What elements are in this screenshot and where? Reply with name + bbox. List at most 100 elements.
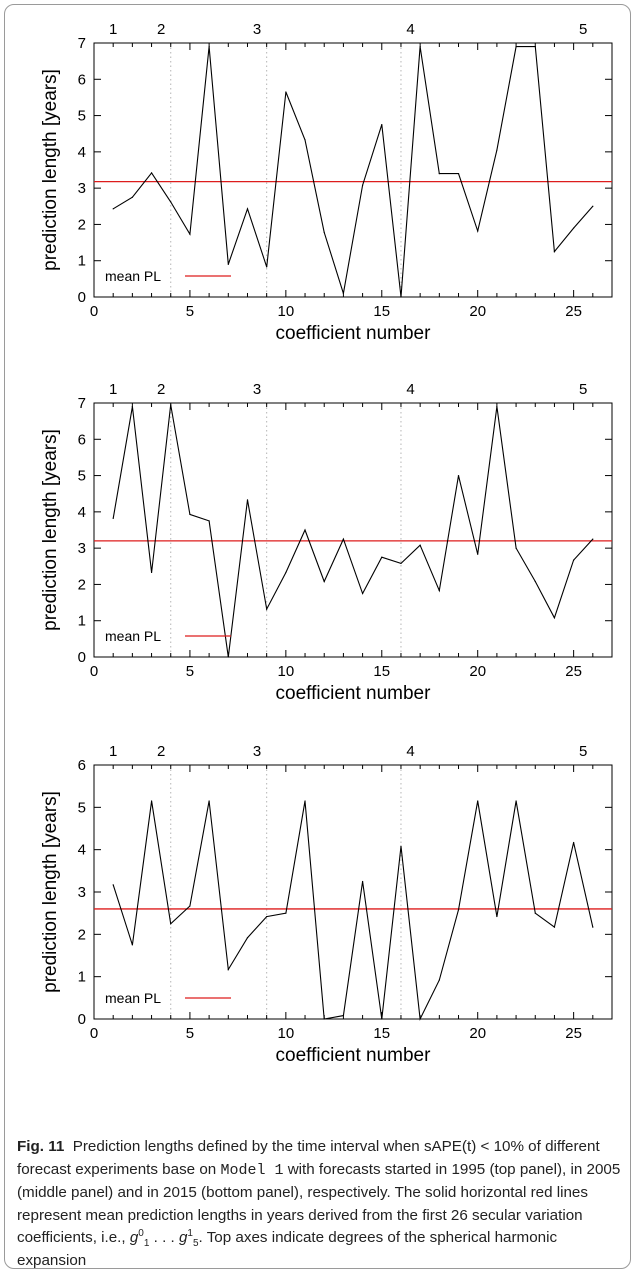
data-point [457,173,460,175]
x-tick-label: 5 [186,663,194,680]
data-point [227,263,229,265]
data-point [266,266,268,268]
y-tick-label: 6 [78,71,86,88]
caption-text-1: Prediction lengths defined by the time i… [17,1138,600,1178]
top-axis-degree-label: 5 [579,381,587,398]
caption-text-2: with forecasts started in 1995 (top pane… [17,1160,621,1247]
x-tick-label: 0 [90,1025,98,1042]
figure-caption: Fig. 11 Prediction lengths defined by th… [17,1136,623,1272]
prediction-length-series-line [112,800,594,1021]
figure-frame [4,4,631,1269]
data-point [496,149,498,151]
data-point [150,571,153,574]
y-tick-label: 6 [78,431,86,448]
y-tick-label: 7 [78,395,86,412]
legend-label: mean PL [105,628,161,644]
data-point [208,520,210,522]
top-axis-degree-label: 2 [157,743,165,760]
x-axis-label: coefficient number [276,323,432,344]
data-point [419,46,421,48]
y-tick-label: 2 [78,216,86,233]
y-tick-label: 0 [78,649,86,666]
data-point [246,937,249,939]
data-point [285,91,287,93]
plot-frame [93,764,613,1020]
x-tick-label: 20 [469,663,486,680]
x-tick-label: 25 [565,1025,582,1042]
y-tick-label: 0 [78,289,86,306]
data-point [361,184,364,186]
data-point [477,553,479,555]
y-tick-label: 5 [78,108,86,125]
x-axis-label: coefficient number [276,683,432,704]
plot-frame [93,402,613,658]
data-point [573,841,575,844]
y-tick-label: 3 [78,884,86,901]
caption-g-first: g [129,1229,139,1246]
y-tick-label: 3 [78,540,86,557]
data-point [477,230,479,232]
data-point [419,544,421,546]
y-tick-label: 5 [78,468,86,485]
caption-dots: . . . [149,1229,179,1246]
x-tick-label: 25 [565,663,582,680]
data-point [515,46,517,48]
x-tick-label: 10 [278,663,295,680]
y-tick-label: 4 [78,842,86,859]
data-point [438,173,440,175]
data-point [304,139,306,141]
chart-top: 0 5 10 15 20 25 0 1 2 3 4 5 6 7 1 2 3 4 5 coefficient numbe… [40,21,613,344]
data-point [342,1015,345,1017]
x-tick-label: 5 [186,303,194,320]
chart-panel-top: 0 5 10 15 20 25 0 1 2 3 4 5 6 7 1 2 3 4 5 coefficient numbe… [0,12,637,392]
top-axis-degree-label: 4 [406,381,414,398]
y-tick-label: 3 [78,180,86,197]
data-point [515,547,517,549]
y-tick-label: 6 [78,757,86,774]
top-axis-degree-label: 4 [406,21,414,38]
x-tick-label: 15 [373,663,390,680]
data-point [400,562,402,564]
caption-g-first-sub: 1 [143,1238,150,1250]
top-axis-degree-label: 1 [109,21,117,38]
data-point [553,617,556,619]
data-point [170,923,172,925]
data-point [323,580,325,583]
data-point [573,559,575,561]
data-point [592,205,594,207]
x-tick-label: 25 [565,303,582,320]
data-point [170,404,172,406]
data-point [227,656,229,658]
data-point [496,406,498,408]
x-tick-label: 15 [373,303,390,320]
x-tick-label: 0 [90,303,98,320]
data-point [131,406,133,408]
top-axis-degree-label: 3 [253,381,261,398]
data-point [342,538,345,540]
data-point [266,915,268,918]
caption-g-first-sup: 0 [138,1227,144,1239]
data-point [189,513,191,515]
x-tick-label: 5 [186,1025,194,1042]
data-point [189,905,191,907]
data-point [534,912,536,914]
data-point [150,172,153,174]
prediction-length-series-line [112,46,594,298]
data-point [246,499,249,501]
data-point [400,296,402,298]
x-tick-label: 20 [469,303,486,320]
data-point [131,944,133,946]
data-point [361,880,364,883]
data-point [208,800,210,802]
caption-model-name: Model 1 [220,1161,284,1179]
data-point [496,915,498,918]
data-point [323,1018,325,1020]
prediction-length-series-line [112,404,594,658]
y-tick-label: 1 [78,613,86,630]
data-point [381,124,383,126]
data-point [304,800,306,802]
data-point [285,912,287,914]
x-tick-label: 10 [278,1025,295,1042]
top-axis-degree-label: 3 [253,21,261,38]
top-axis-degree-label: 4 [406,743,414,760]
